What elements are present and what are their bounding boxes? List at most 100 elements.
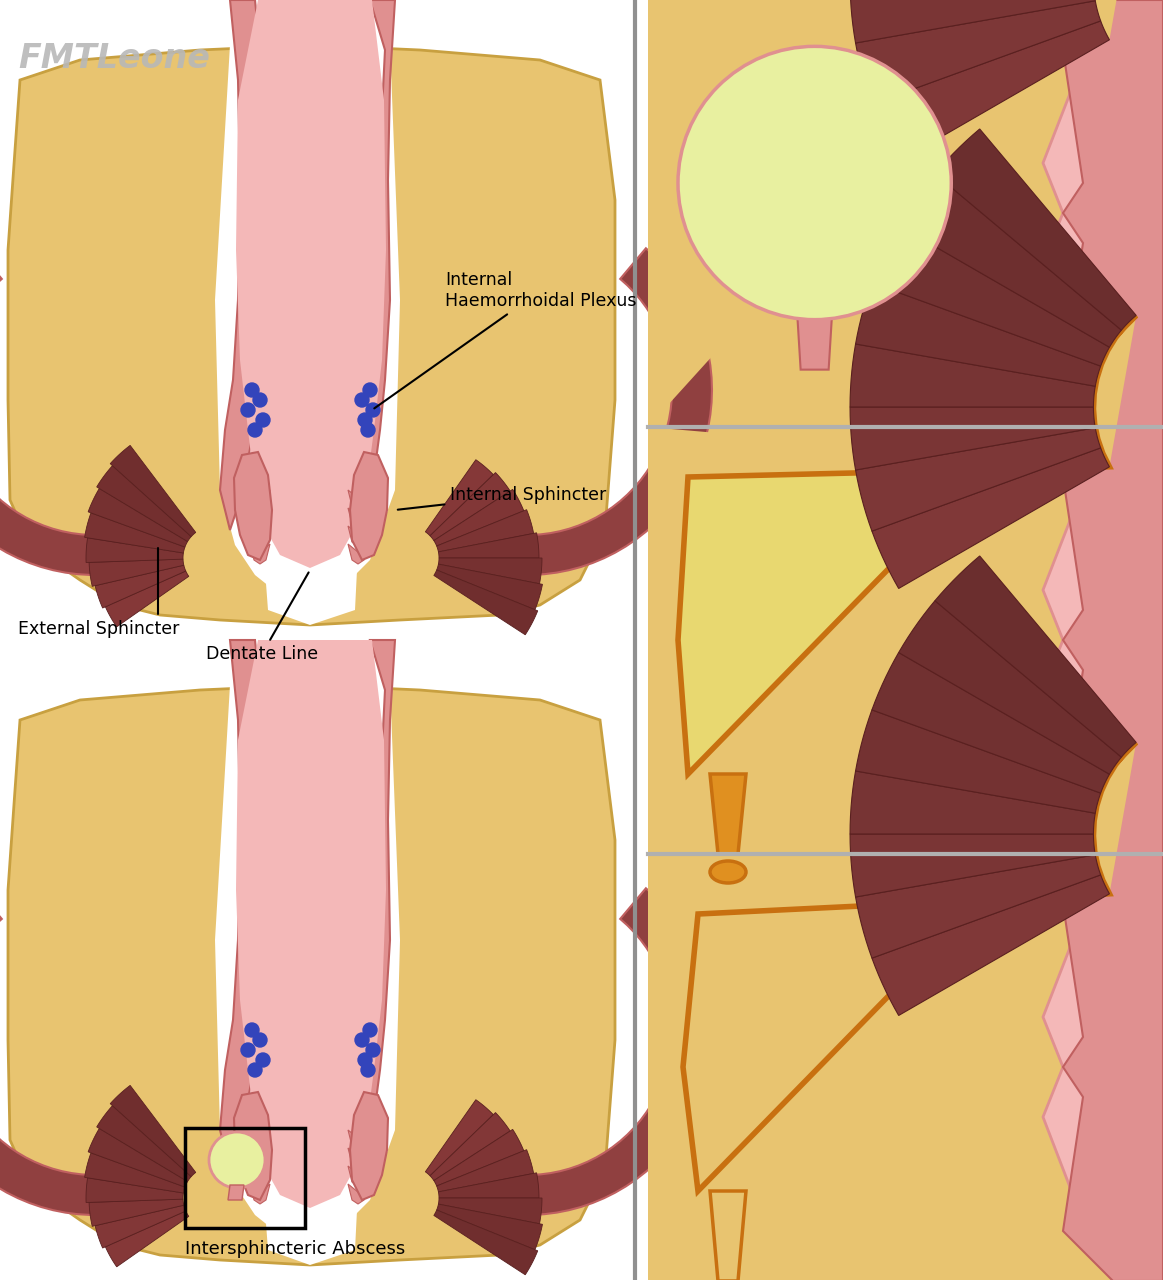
- Polygon shape: [436, 1149, 534, 1192]
- Polygon shape: [228, 1185, 244, 1201]
- Polygon shape: [434, 1210, 537, 1275]
- Polygon shape: [1063, 428, 1163, 854]
- Polygon shape: [250, 1148, 270, 1167]
- Polygon shape: [250, 490, 270, 509]
- Text: Internal Sphincter: Internal Sphincter: [398, 486, 606, 509]
- Polygon shape: [95, 1206, 186, 1248]
- Polygon shape: [709, 1190, 745, 1280]
- Polygon shape: [856, 855, 1100, 959]
- Circle shape: [678, 46, 951, 320]
- Polygon shape: [236, 640, 386, 1208]
- Circle shape: [241, 1043, 255, 1057]
- Polygon shape: [85, 1153, 185, 1193]
- Polygon shape: [350, 452, 388, 561]
- Polygon shape: [426, 460, 493, 536]
- Polygon shape: [86, 538, 184, 562]
- Polygon shape: [1043, 854, 1163, 1280]
- Polygon shape: [872, 653, 1110, 794]
- Circle shape: [361, 1062, 374, 1076]
- Polygon shape: [250, 1166, 270, 1187]
- Text: Dentate Line: Dentate Line: [206, 572, 317, 663]
- Polygon shape: [95, 566, 186, 608]
- Polygon shape: [1043, 428, 1163, 854]
- Polygon shape: [935, 556, 1136, 758]
- Polygon shape: [850, 344, 1096, 407]
- Polygon shape: [348, 508, 368, 527]
- Polygon shape: [85, 513, 185, 553]
- Circle shape: [358, 1053, 372, 1068]
- Ellipse shape: [709, 861, 745, 883]
- Circle shape: [355, 393, 369, 407]
- Polygon shape: [438, 1172, 538, 1198]
- Polygon shape: [648, 0, 1136, 428]
- Polygon shape: [250, 508, 270, 527]
- Polygon shape: [348, 1184, 368, 1204]
- Circle shape: [248, 1062, 262, 1076]
- Text: External Sphincter: External Sphincter: [17, 548, 179, 637]
- Circle shape: [209, 1132, 265, 1188]
- Polygon shape: [86, 1178, 184, 1202]
- Circle shape: [256, 413, 270, 428]
- Polygon shape: [495, 888, 712, 1215]
- Polygon shape: [683, 742, 1136, 1190]
- Polygon shape: [434, 570, 537, 635]
- Polygon shape: [438, 558, 542, 584]
- Polygon shape: [97, 1106, 191, 1181]
- Polygon shape: [348, 1130, 368, 1149]
- Polygon shape: [97, 466, 191, 541]
- Polygon shape: [1063, 854, 1163, 1280]
- Text: FMTLeone: FMTLeone: [17, 42, 209, 76]
- Polygon shape: [850, 0, 1096, 44]
- Polygon shape: [234, 452, 272, 561]
- Polygon shape: [348, 1166, 368, 1187]
- Polygon shape: [110, 1085, 195, 1176]
- Polygon shape: [438, 1198, 542, 1224]
- Polygon shape: [250, 1130, 270, 1149]
- Circle shape: [366, 403, 380, 417]
- Polygon shape: [436, 564, 542, 609]
- Polygon shape: [850, 407, 1096, 470]
- Polygon shape: [495, 248, 712, 575]
- Circle shape: [363, 1023, 377, 1037]
- Polygon shape: [850, 771, 1096, 835]
- Polygon shape: [215, 45, 400, 605]
- Polygon shape: [434, 489, 523, 547]
- Polygon shape: [0, 248, 127, 575]
- Polygon shape: [350, 640, 395, 1170]
- Circle shape: [254, 393, 267, 407]
- Polygon shape: [935, 129, 1136, 330]
- Polygon shape: [678, 315, 1136, 774]
- Circle shape: [355, 1033, 369, 1047]
- Polygon shape: [350, 1092, 388, 1201]
- Polygon shape: [236, 0, 386, 568]
- Circle shape: [245, 383, 259, 397]
- Polygon shape: [220, 640, 267, 1170]
- Polygon shape: [856, 283, 1100, 387]
- Polygon shape: [250, 1184, 270, 1204]
- Circle shape: [254, 1033, 267, 1047]
- Polygon shape: [436, 509, 534, 552]
- Polygon shape: [434, 1129, 523, 1187]
- Polygon shape: [220, 0, 267, 530]
- Polygon shape: [215, 685, 400, 1245]
- Text: Intersphincteric Abscess: Intersphincteric Abscess: [185, 1240, 405, 1258]
- Polygon shape: [1043, 0, 1163, 428]
- Polygon shape: [250, 526, 270, 547]
- Polygon shape: [856, 428, 1100, 531]
- Polygon shape: [430, 1112, 511, 1180]
- Polygon shape: [348, 490, 368, 509]
- Polygon shape: [438, 532, 538, 558]
- Polygon shape: [1063, 0, 1163, 428]
- Polygon shape: [88, 489, 187, 547]
- Text: Internal
Haemorrhoidal Plexus: Internal Haemorrhoidal Plexus: [374, 271, 636, 408]
- Circle shape: [241, 403, 255, 417]
- Polygon shape: [348, 526, 368, 547]
- Polygon shape: [436, 1204, 542, 1249]
- Polygon shape: [8, 45, 615, 625]
- Polygon shape: [106, 1211, 188, 1267]
- Circle shape: [245, 1023, 259, 1037]
- Circle shape: [366, 1043, 380, 1057]
- Polygon shape: [648, 742, 1136, 1280]
- Polygon shape: [872, 876, 1110, 1015]
- Polygon shape: [265, 1210, 357, 1265]
